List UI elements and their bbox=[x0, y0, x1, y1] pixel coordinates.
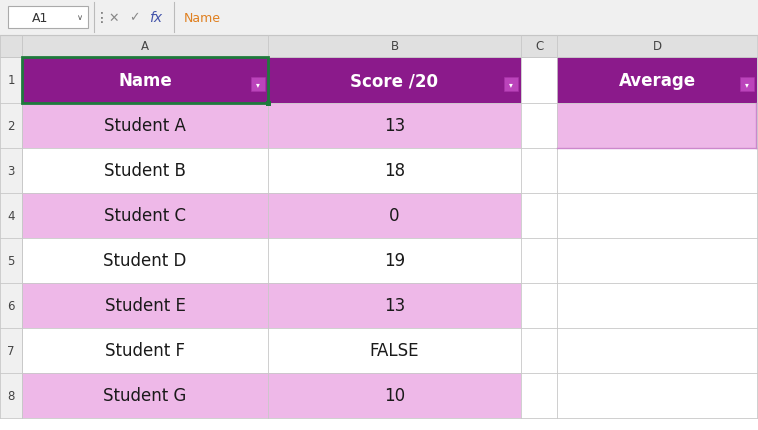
Text: 6: 6 bbox=[8, 299, 14, 312]
Bar bbox=[22, 58, 268, 104]
Text: fx: fx bbox=[149, 11, 162, 25]
Text: ⋮: ⋮ bbox=[95, 11, 109, 25]
Bar bbox=[557, 283, 757, 328]
Bar bbox=[22, 283, 268, 328]
Bar bbox=[521, 194, 557, 239]
Bar bbox=[22, 239, 268, 283]
Text: Student E: Student E bbox=[105, 297, 186, 315]
Bar bbox=[0, 373, 22, 418]
Text: C: C bbox=[535, 40, 543, 53]
Bar bbox=[22, 373, 268, 418]
Bar bbox=[22, 149, 268, 194]
Bar bbox=[557, 36, 757, 58]
Text: ∨: ∨ bbox=[77, 13, 83, 22]
Bar bbox=[268, 194, 521, 239]
Bar bbox=[521, 328, 557, 373]
Bar bbox=[0, 239, 22, 283]
Text: 13: 13 bbox=[384, 297, 405, 315]
Text: ▾: ▾ bbox=[745, 80, 749, 89]
Bar bbox=[557, 149, 757, 194]
Bar bbox=[0, 36, 22, 58]
Bar bbox=[521, 104, 557, 149]
Bar bbox=[521, 36, 557, 58]
Text: Student A: Student A bbox=[104, 117, 186, 135]
Text: 8: 8 bbox=[8, 389, 14, 402]
Text: Score /20: Score /20 bbox=[350, 72, 438, 90]
Bar bbox=[0, 328, 22, 373]
Bar bbox=[557, 194, 757, 239]
Text: 19: 19 bbox=[384, 252, 405, 270]
Bar bbox=[268, 36, 521, 58]
Text: ✕: ✕ bbox=[108, 12, 119, 25]
Text: Student C: Student C bbox=[104, 207, 186, 225]
Bar bbox=[268, 104, 521, 149]
Bar bbox=[521, 239, 557, 283]
Text: B: B bbox=[390, 40, 399, 53]
Bar bbox=[22, 194, 268, 239]
Text: ▾: ▾ bbox=[256, 80, 260, 89]
Bar bbox=[268, 328, 521, 373]
Text: Student F: Student F bbox=[105, 342, 185, 359]
Bar bbox=[504, 78, 518, 92]
Bar bbox=[0, 104, 22, 149]
Text: 1: 1 bbox=[8, 74, 14, 87]
Text: D: D bbox=[653, 40, 662, 53]
Bar bbox=[557, 239, 757, 283]
Text: ✓: ✓ bbox=[129, 12, 139, 25]
Text: Student B: Student B bbox=[104, 162, 186, 180]
Text: 3: 3 bbox=[8, 165, 14, 178]
Text: Student G: Student G bbox=[103, 387, 186, 405]
Bar bbox=[251, 78, 265, 92]
Text: 5: 5 bbox=[8, 255, 14, 267]
Bar bbox=[0, 194, 22, 239]
Text: A: A bbox=[141, 40, 149, 53]
Bar bbox=[268, 58, 521, 104]
Bar bbox=[268, 149, 521, 194]
Text: Average: Average bbox=[619, 72, 696, 90]
Bar bbox=[0, 0, 758, 36]
Bar bbox=[22, 328, 268, 373]
Bar bbox=[557, 58, 757, 104]
Bar bbox=[0, 58, 22, 104]
Text: 18: 18 bbox=[384, 162, 405, 180]
Text: 13: 13 bbox=[384, 117, 405, 135]
Text: ▾: ▾ bbox=[509, 80, 513, 89]
Bar bbox=[268, 239, 521, 283]
Bar bbox=[22, 36, 268, 58]
Text: Name: Name bbox=[118, 72, 172, 90]
Bar bbox=[0, 283, 22, 328]
Bar bbox=[521, 373, 557, 418]
Text: 0: 0 bbox=[390, 207, 399, 225]
Bar bbox=[8, 7, 88, 29]
Text: Name: Name bbox=[184, 12, 221, 25]
Text: 4: 4 bbox=[8, 209, 14, 222]
Bar bbox=[740, 78, 754, 92]
Bar bbox=[0, 149, 22, 194]
Bar bbox=[557, 104, 757, 149]
Bar bbox=[268, 283, 521, 328]
Bar bbox=[557, 373, 757, 418]
Bar bbox=[521, 58, 557, 104]
Bar bbox=[22, 104, 268, 149]
Text: FALSE: FALSE bbox=[370, 342, 419, 359]
Text: A1: A1 bbox=[32, 12, 49, 25]
Text: Student D: Student D bbox=[103, 252, 186, 270]
Bar bbox=[22, 58, 268, 104]
Text: 10: 10 bbox=[384, 387, 405, 405]
Bar bbox=[557, 328, 757, 373]
Bar bbox=[521, 283, 557, 328]
Text: 2: 2 bbox=[8, 120, 14, 133]
Bar bbox=[266, 102, 271, 107]
Bar bbox=[268, 373, 521, 418]
Bar bbox=[521, 149, 557, 194]
Text: 7: 7 bbox=[8, 344, 14, 357]
